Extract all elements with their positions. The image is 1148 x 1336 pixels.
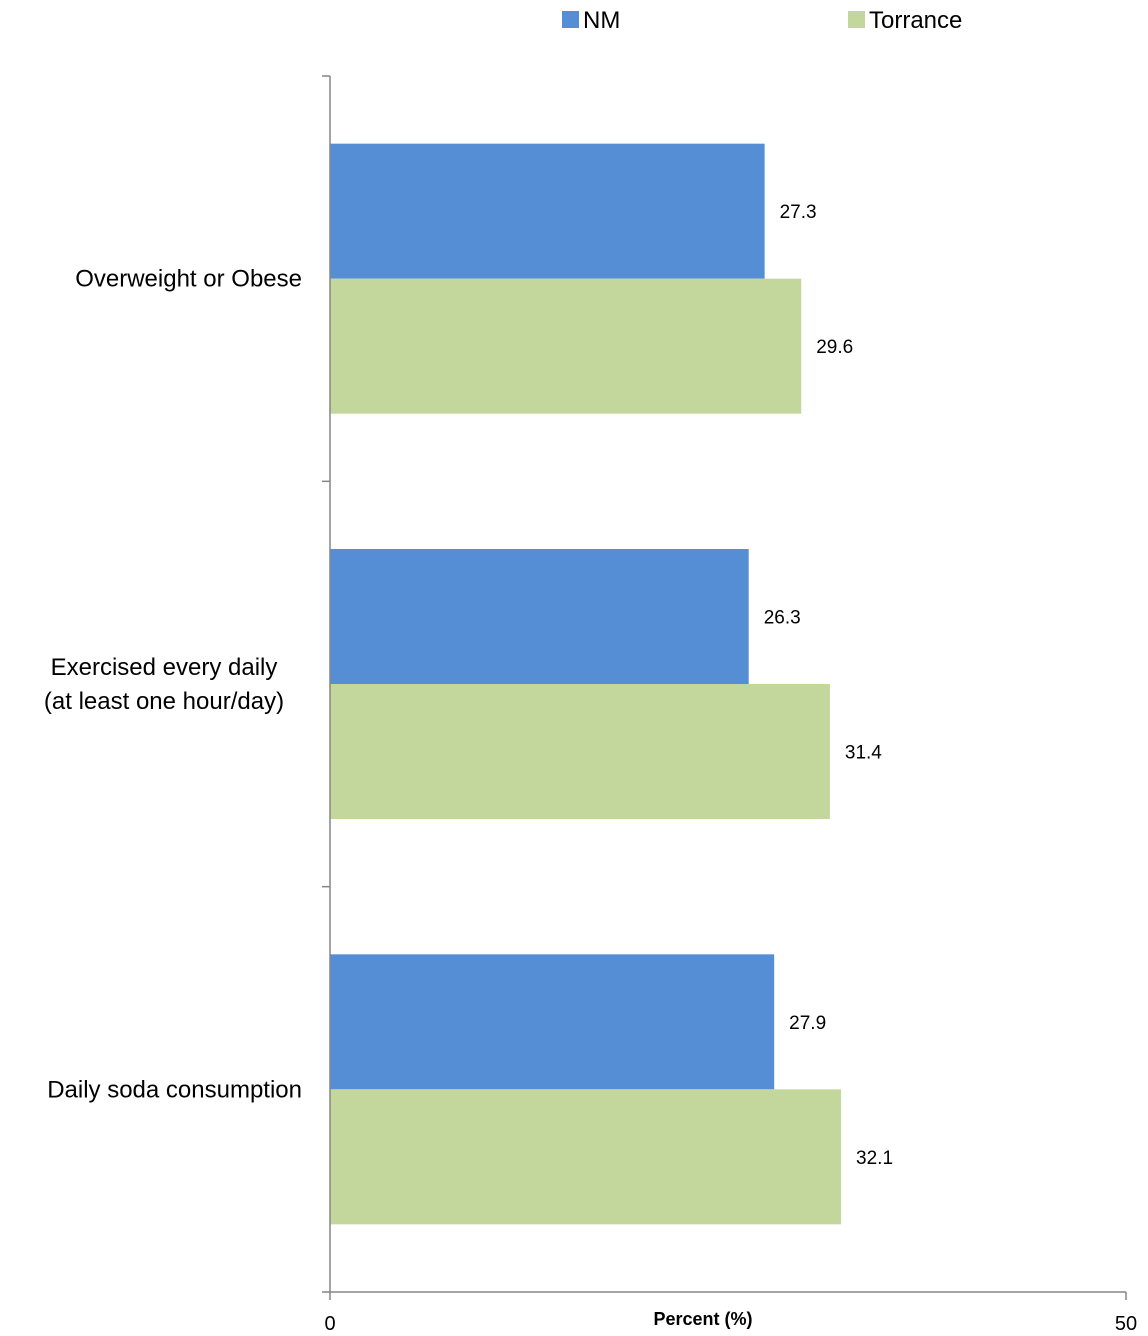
category-label-line: (at least one hour/day): [44, 688, 284, 715]
bars: [330, 143, 842, 1225]
bar-nm-1: [330, 549, 749, 684]
category-label-1: Exercised every daily (at least one hour/…: [44, 654, 284, 715]
category-label-line: Exercised every daily: [51, 654, 278, 681]
category-label-line: Overweight or Obese: [75, 266, 302, 293]
bar-torrance-2: [330, 1089, 842, 1225]
data-label-nm-0: 27.3: [780, 202, 817, 223]
legend-label-torrance: Torrance: [869, 7, 962, 34]
legend-label-nm: NM: [583, 7, 620, 34]
data-label-torrance-0: 29.6: [816, 337, 853, 358]
bar-torrance-0: [330, 278, 802, 414]
category-label-2: Daily soda consumption: [47, 1076, 302, 1103]
category-label-line: Daily soda consumption: [47, 1076, 302, 1103]
bar-nm-2: [330, 954, 775, 1090]
x-tick-label-0: 0: [324, 1313, 335, 1335]
axes: 0 50: [322, 75, 1137, 1335]
bar-torrance-1: [330, 684, 830, 819]
data-label-nm-2: 27.9: [789, 1013, 826, 1034]
legend: NM Torrance: [562, 7, 962, 34]
data-label-nm-1: 26.3: [764, 608, 801, 629]
category-label-0: Overweight or Obese: [75, 266, 302, 293]
legend-swatch-torrance: [848, 11, 865, 28]
x-axis-title: Percent (%): [653, 1309, 752, 1329]
bar-nm-0: [330, 143, 765, 279]
legend-swatch-nm: [562, 11, 579, 28]
data-label-torrance-2: 32.1: [856, 1148, 893, 1169]
x-tick-label-1: 50: [1115, 1313, 1137, 1335]
category-labels: Overweight or Obese Exercised every daily…: [44, 266, 302, 1104]
data-labels: 27.3 29.6 26.3 31.4 27.9 32.1: [764, 202, 893, 1169]
data-label-torrance-1: 31.4: [845, 743, 882, 764]
